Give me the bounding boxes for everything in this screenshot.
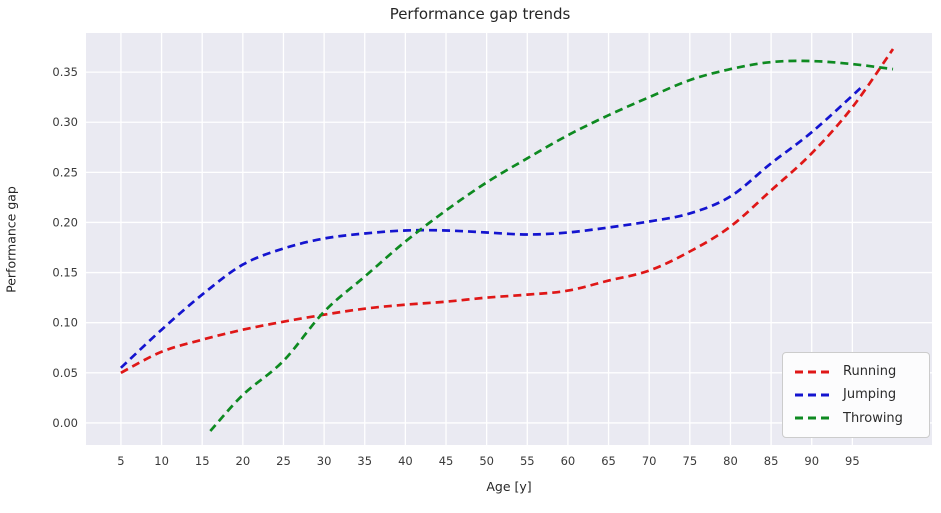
throwing-legend-dash-swatch: [795, 416, 833, 420]
x-tick-label: 30: [317, 454, 332, 468]
y-tick-label: 0.05: [52, 366, 78, 380]
y-tick-label: 0.30: [52, 115, 78, 129]
x-tick-label: 85: [764, 454, 779, 468]
x-tick-label: 90: [804, 454, 819, 468]
x-tick-label: 45: [439, 454, 454, 468]
legend: Running Jumping Throwing: [782, 352, 930, 438]
running-legend-dash-swatch: [795, 370, 833, 374]
jumping-legend-dash-swatch: [795, 393, 833, 397]
x-tick-label: 55: [520, 454, 535, 468]
y-tick-label: 0.25: [52, 165, 78, 179]
x-tick-label: 10: [154, 454, 169, 468]
y-tick-label: 0.15: [52, 266, 78, 280]
x-tick-label: 50: [479, 454, 494, 468]
jumping-series-line: [119, 87, 862, 369]
x-tick-label: 60: [561, 454, 576, 468]
x-tick-label: 80: [723, 454, 738, 468]
legend-label-throwing: Throwing: [843, 410, 903, 426]
legend-item-running: Running: [795, 364, 919, 379]
y-axis-label: Performance gap: [3, 186, 19, 293]
x-tick-label: 15: [195, 454, 210, 468]
x-tick-label: 70: [642, 454, 657, 468]
legend-item-throwing: Throwing: [795, 411, 919, 426]
x-tick-label: 25: [276, 454, 291, 468]
x-axis-label: Age [y]: [486, 479, 532, 494]
y-tick-label: 0.10: [52, 316, 78, 330]
legend-label-jumping: Jumping: [843, 387, 897, 403]
x-tick-label: 35: [357, 454, 372, 468]
x-tick-label: 20: [236, 454, 251, 468]
x-tick-label: 65: [601, 454, 616, 468]
x-tick-label: 95: [845, 454, 860, 468]
x-tick-label: 75: [683, 454, 698, 468]
y-tick-label: 0.20: [52, 215, 78, 229]
running-series-line: [120, 48, 895, 375]
legend-item-jumping: Jumping: [795, 387, 919, 402]
y-tick-label: 0.00: [52, 416, 78, 430]
x-tick-label: 5: [117, 454, 124, 468]
chart-title: Performance gap trends: [389, 5, 571, 23]
legend-label-running: Running: [843, 364, 897, 380]
x-tick-label: 40: [398, 454, 413, 468]
y-tick-label: 0.35: [52, 65, 78, 79]
